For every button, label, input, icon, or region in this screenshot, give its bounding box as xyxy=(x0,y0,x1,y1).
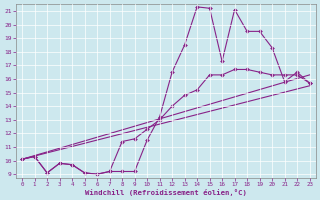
X-axis label: Windchill (Refroidissement éolien,°C): Windchill (Refroidissement éolien,°C) xyxy=(85,189,247,196)
